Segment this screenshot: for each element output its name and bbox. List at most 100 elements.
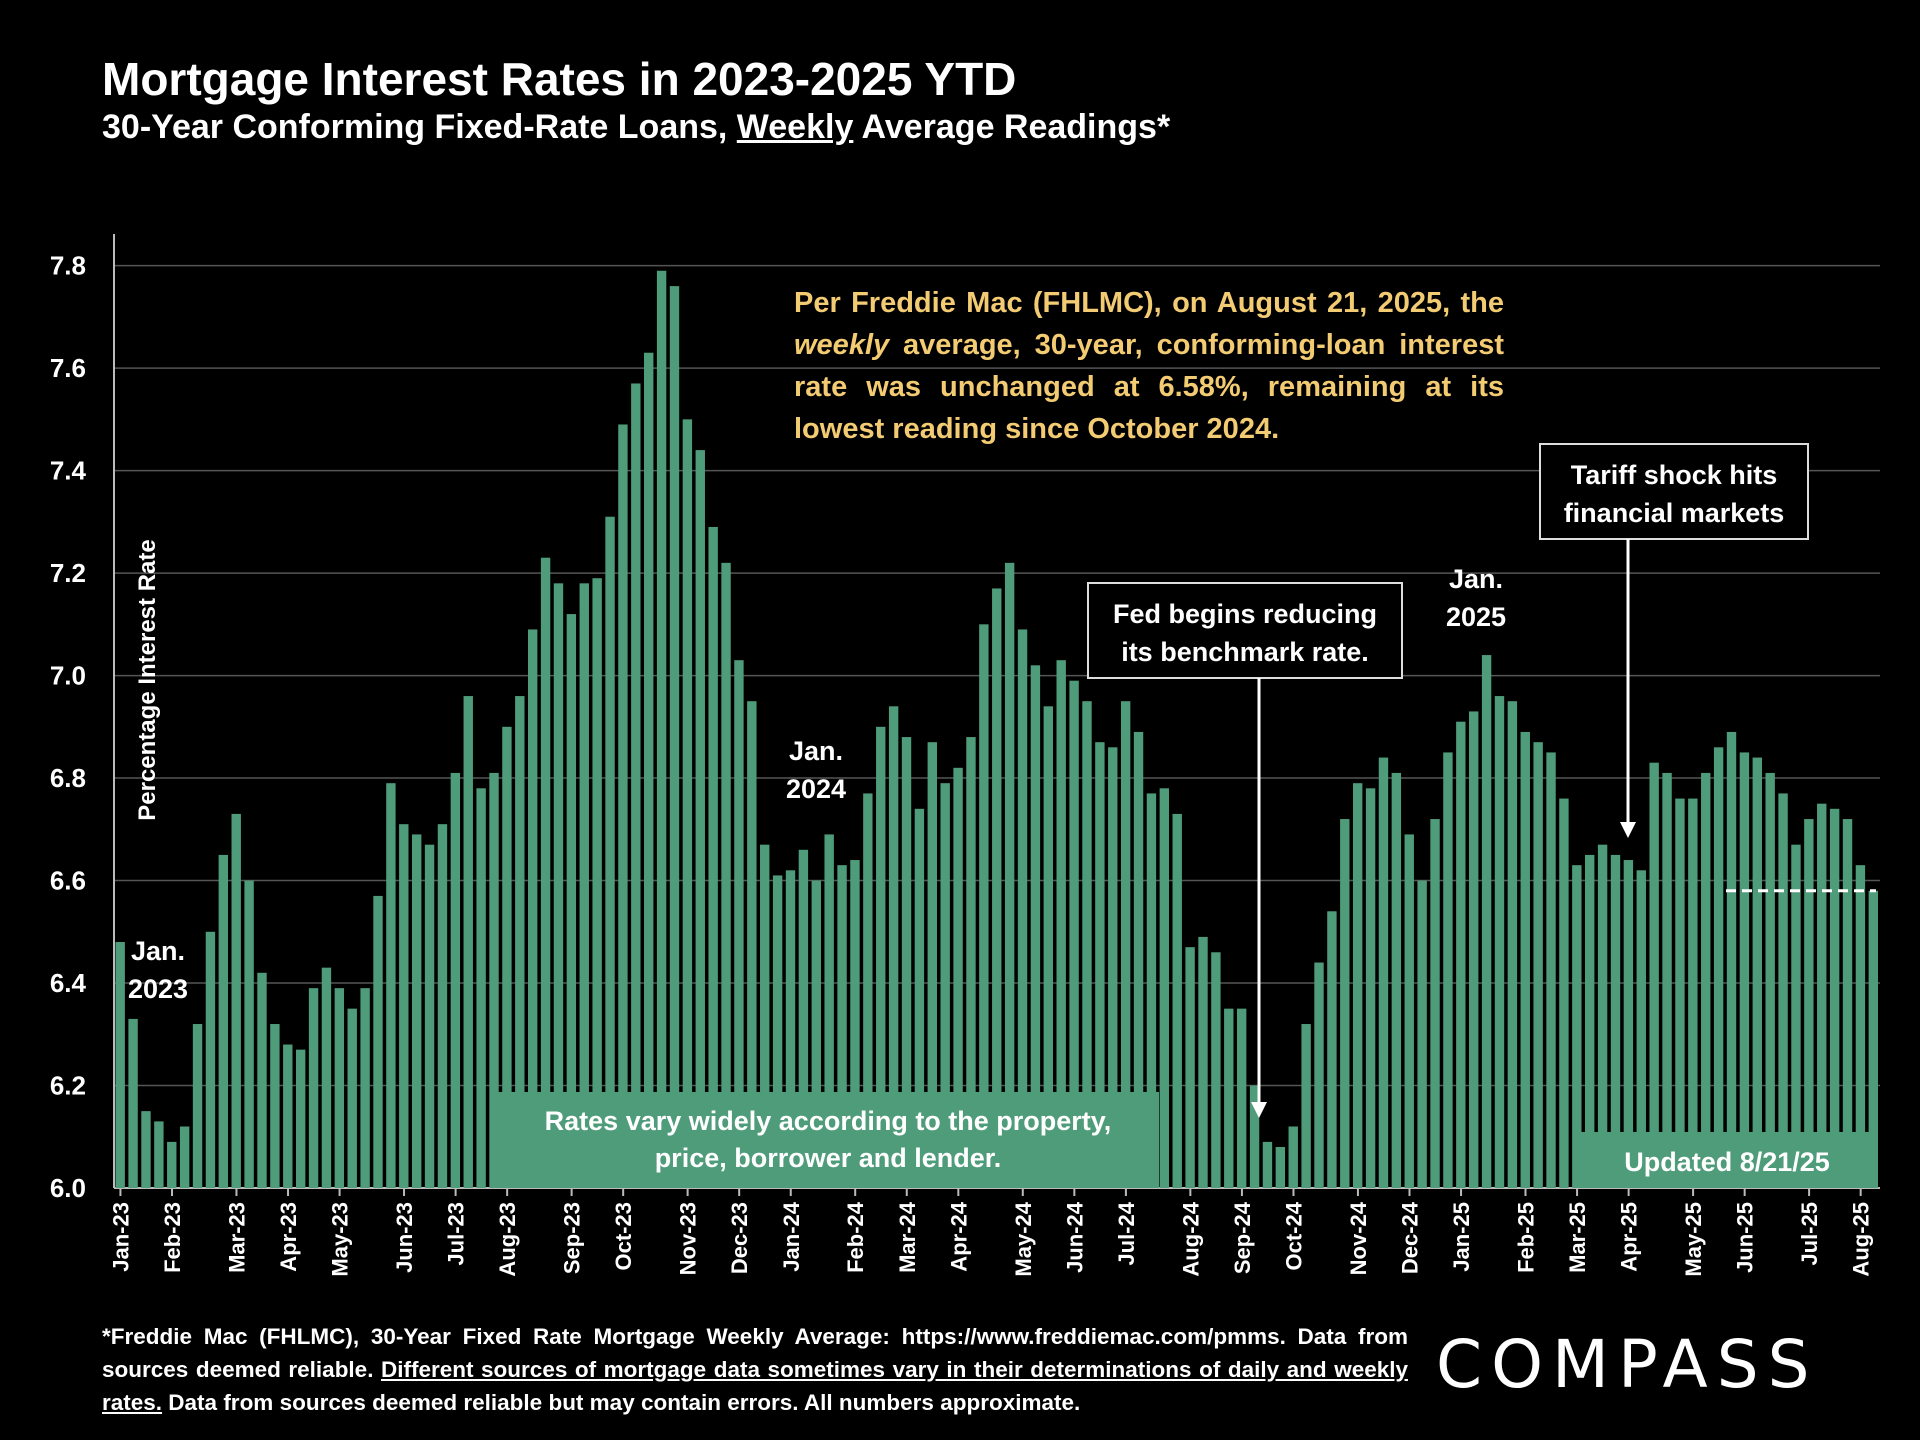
bar: [811, 880, 821, 1188]
bar: [1249, 1085, 1260, 1188]
x-tick-label: Aug-24: [1178, 1201, 1203, 1276]
x-tick-label: Jun-25: [1733, 1202, 1758, 1273]
bar: [1133, 731, 1144, 1188]
bar: [1623, 860, 1634, 1188]
bar: [386, 783, 396, 1188]
y-tick-label: 6.0: [50, 1173, 86, 1203]
x-tick-label: Aug-23: [495, 1202, 520, 1277]
bar: [1211, 952, 1221, 1188]
bar: [850, 860, 860, 1188]
tariff-callout-text: financial markets: [1564, 498, 1785, 528]
x-tick-label: Sep-24: [1230, 1201, 1255, 1274]
bar: [837, 865, 847, 1188]
bar: [553, 583, 564, 1188]
bar: [1533, 742, 1543, 1188]
bar: [592, 578, 602, 1188]
bar: [1649, 762, 1659, 1188]
bar: [1507, 701, 1518, 1188]
bar: [579, 583, 589, 1188]
x-tick-label: May-23: [328, 1202, 353, 1277]
bar: [1713, 747, 1724, 1188]
bar: [1726, 731, 1737, 1188]
bar: [734, 660, 744, 1188]
bar: [334, 988, 345, 1188]
tariff-callout-box: [1539, 443, 1809, 540]
bar: [1817, 803, 1827, 1188]
bar: [1662, 772, 1672, 1188]
rates-vary-banner: [497, 1092, 1159, 1188]
x-tick-label: Mar-24: [895, 1201, 920, 1273]
x-tick-label: Jul-25: [1797, 1202, 1822, 1266]
bar: [1855, 865, 1866, 1188]
x-tick-label: Jun-23: [392, 1202, 417, 1273]
bar: [1365, 788, 1376, 1188]
x-tick-label: Mar-23: [224, 1202, 249, 1273]
compass-logo: COMPASS: [1436, 1326, 1819, 1403]
bar: [1443, 752, 1453, 1188]
bar: [695, 450, 705, 1188]
freddie-mac-callout: Per Freddie Mac (FHLMC), on August 21, 2…: [794, 282, 1504, 450]
bar: [1430, 819, 1440, 1188]
bar: [798, 849, 809, 1188]
bar: [1597, 844, 1608, 1188]
bar: [1198, 936, 1208, 1188]
y-axis-label: Percentage Interest Rate: [134, 539, 161, 820]
bar: [463, 696, 473, 1188]
bar: [992, 588, 1002, 1188]
bar: [1301, 1024, 1311, 1188]
x-tick-label: Oct-23: [611, 1202, 636, 1270]
bar: [760, 844, 770, 1188]
footnote-part-1: *Freddie Mac (FHLMC), 30-Year Fixed Rate…: [102, 1324, 1408, 1382]
freddie-callout-part-1: Per Freddie Mac (FHLMC), on August 21, 2…: [794, 287, 1504, 319]
bar: [295, 1049, 306, 1188]
bar: [244, 880, 254, 1188]
bar: [179, 1126, 190, 1188]
bar: [1469, 711, 1479, 1188]
bar: [1108, 747, 1118, 1188]
bar: [1146, 793, 1157, 1188]
x-tick-label: Apr-23: [276, 1202, 301, 1272]
bar: [373, 895, 383, 1188]
bar: [1391, 772, 1402, 1188]
bar: [411, 834, 422, 1188]
bar: [489, 772, 499, 1188]
updated-text: Updated 8/21/25: [1624, 1147, 1830, 1177]
bar: [1842, 819, 1853, 1188]
bar: [1791, 844, 1801, 1188]
bar: [515, 696, 525, 1188]
subtitle-underlined: Weekly: [736, 108, 854, 146]
bar: [1352, 783, 1363, 1188]
bar: [644, 352, 654, 1189]
bar: [360, 988, 370, 1188]
bar: [1082, 701, 1092, 1188]
bar: [527, 629, 538, 1188]
bar: [283, 1044, 293, 1188]
bar: [205, 931, 216, 1188]
bar: [424, 844, 435, 1188]
bar: [502, 726, 512, 1188]
bar: [1494, 696, 1505, 1188]
bar: [1327, 911, 1337, 1188]
bar: [115, 942, 125, 1188]
bar: [1675, 798, 1685, 1188]
year-annotation: Jan.: [1449, 564, 1503, 594]
bar: [1752, 757, 1762, 1188]
x-tick-label: Oct-24: [1281, 1201, 1306, 1270]
fed-callout-arrow-head: [1251, 1102, 1267, 1118]
bar: [270, 1024, 280, 1188]
bar: [1456, 721, 1466, 1188]
fed-callout-text: Fed begins reducing: [1113, 599, 1377, 629]
bar: [192, 1024, 203, 1188]
year-annotation: 2024: [786, 774, 846, 804]
bar: [1378, 757, 1389, 1188]
tariff-callout-arrow-head: [1620, 822, 1636, 838]
bar: [437, 824, 448, 1188]
fed-callout-text: its benchmark rate.: [1121, 637, 1369, 667]
x-tick-label: Apr-25: [1617, 1202, 1642, 1272]
x-tick-label: Dec-24: [1397, 1201, 1422, 1274]
x-tick-label: Nov-23: [676, 1202, 701, 1275]
y-tick-label: 7.4: [50, 456, 87, 486]
bar: [1829, 808, 1840, 1188]
bar: [1610, 854, 1621, 1188]
